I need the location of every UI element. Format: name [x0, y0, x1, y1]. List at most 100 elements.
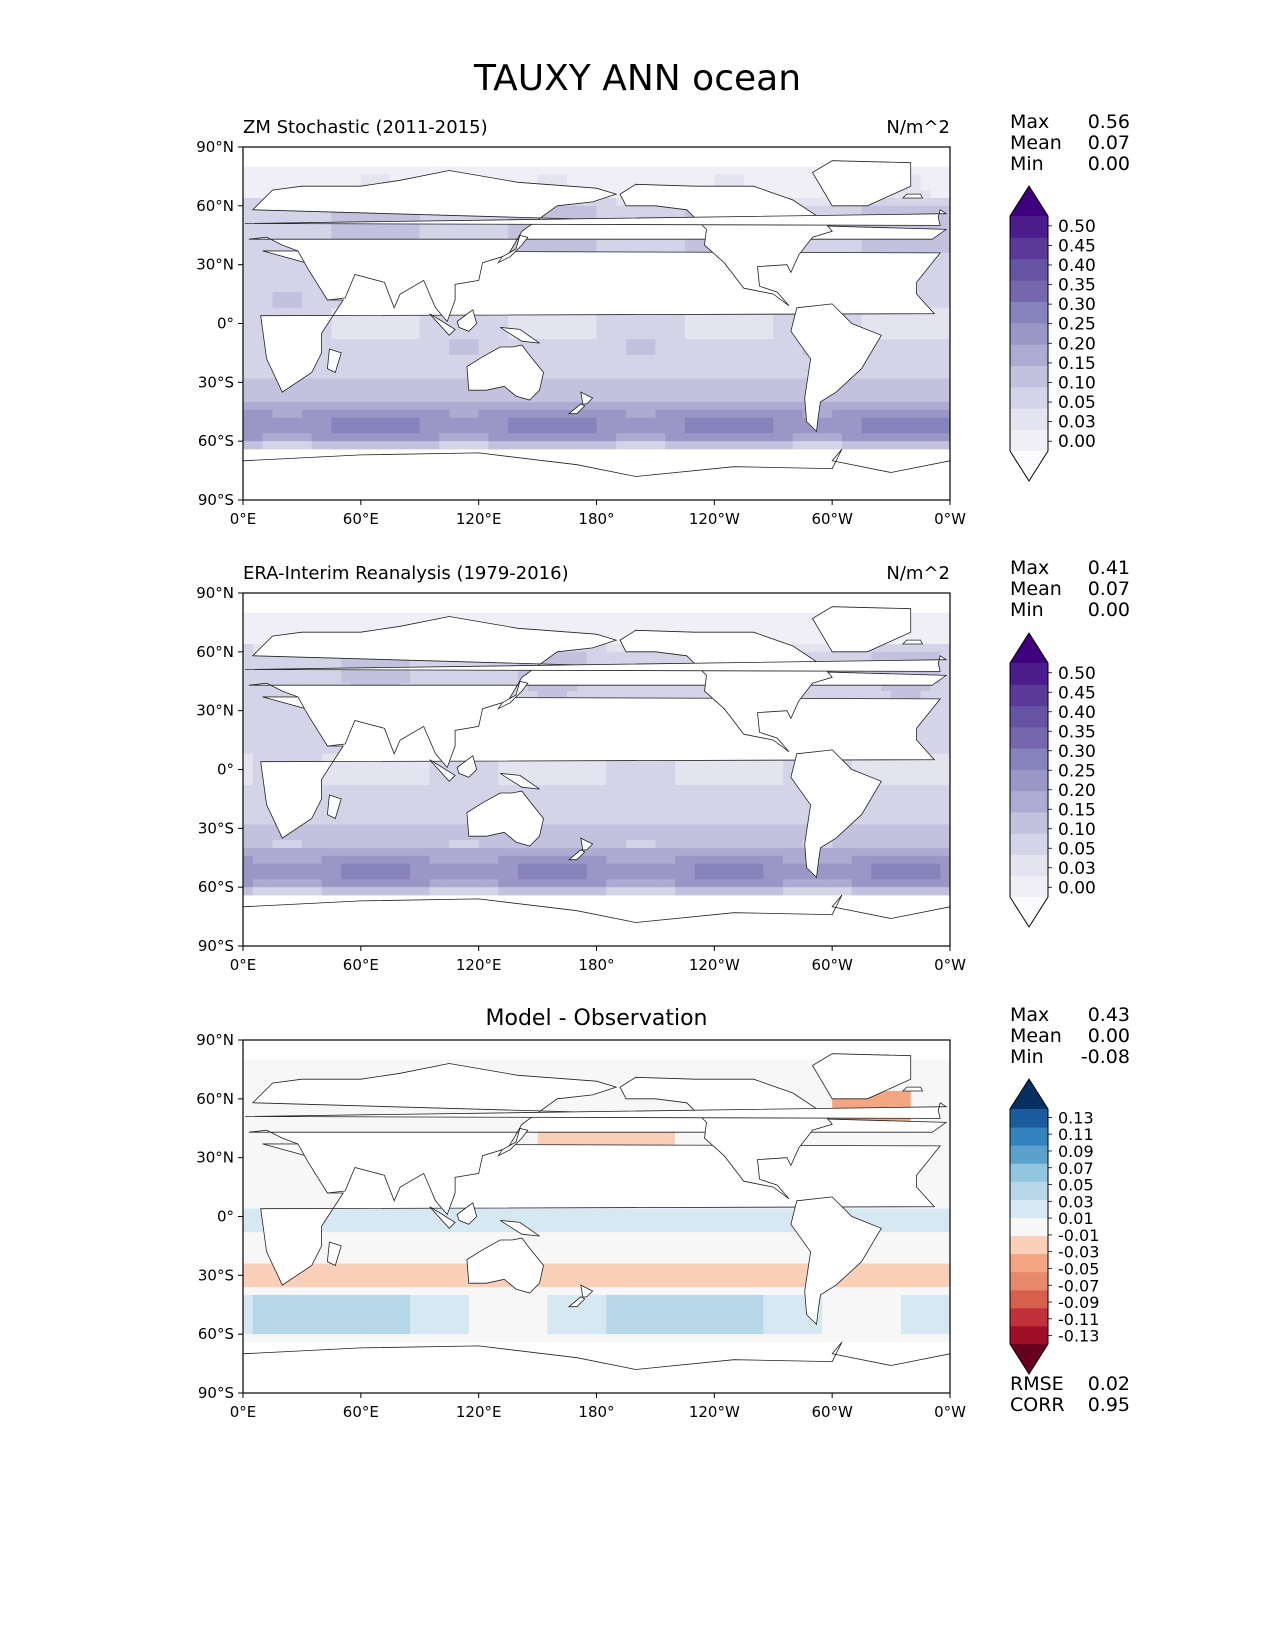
field-cell [243, 730, 254, 739]
field-cell [272, 651, 283, 661]
field-cell [625, 441, 637, 450]
field-cell [498, 221, 509, 230]
figure-title: TAUXY ANN ocean [473, 58, 802, 99]
field-cell [243, 268, 254, 277]
field-cell [665, 205, 676, 215]
field-cell [763, 800, 774, 810]
field-cell [390, 698, 401, 708]
field-cell [920, 753, 931, 763]
field-cell [920, 339, 931, 348]
field-cell [508, 213, 519, 222]
field-cell [272, 378, 283, 387]
field-cell [468, 832, 480, 841]
field-cell [792, 339, 804, 348]
field-cell [272, 667, 283, 676]
field-cell [576, 362, 588, 371]
field-cell [351, 166, 362, 175]
field-cell [262, 213, 273, 222]
field-cell [635, 855, 646, 865]
field-cell [321, 307, 332, 317]
field-cell [881, 370, 892, 379]
field-cell [910, 260, 921, 269]
field-cell [920, 769, 931, 778]
field-cell [243, 260, 254, 269]
field-cell [527, 354, 538, 364]
field-cell [488, 612, 499, 621]
field-cell [576, 354, 588, 364]
field-cell [940, 354, 950, 364]
field-cell [419, 769, 430, 778]
field-cell [419, 816, 430, 825]
field-cell [262, 182, 273, 191]
field-cell [508, 769, 519, 778]
field-cell [616, 362, 627, 371]
field-cell [557, 315, 568, 324]
field-cell [272, 307, 283, 317]
field-cell [547, 832, 558, 841]
field-cell [576, 221, 588, 230]
field-cell [331, 307, 342, 317]
field-cell [498, 354, 509, 364]
field-cell [321, 331, 332, 340]
field-cell [262, 722, 273, 731]
field-cell [537, 197, 548, 207]
field-cell [861, 417, 872, 426]
field-cell [586, 620, 597, 629]
field-cell [684, 331, 696, 340]
field-cell [694, 347, 705, 356]
field-cell [635, 675, 646, 684]
colorbar-segment [1010, 429, 1048, 452]
field-cell [861, 229, 872, 238]
field-cell [822, 299, 833, 309]
field-cell [851, 401, 863, 411]
field-cell [272, 659, 283, 668]
field-cell [694, 323, 705, 332]
field-cell [517, 691, 529, 700]
field-cell [940, 409, 950, 419]
field-cell [390, 245, 401, 254]
field-cell [390, 323, 401, 332]
field-cell [547, 722, 558, 731]
field-cell [783, 386, 794, 395]
field-cell [841, 620, 853, 629]
field-cell [802, 370, 813, 379]
field-cell [527, 824, 538, 833]
field-cell [301, 855, 313, 865]
field-cell [891, 284, 902, 293]
field-cell [684, 832, 696, 841]
field-cell [459, 832, 470, 841]
field-cell [488, 659, 499, 668]
field-cell [832, 855, 843, 865]
field-cell [871, 197, 882, 207]
field-cell [311, 753, 322, 763]
field-cell [645, 706, 656, 715]
field-cell [596, 401, 607, 411]
field-cell [380, 299, 391, 309]
field-cell [400, 753, 411, 763]
field-cell [675, 832, 686, 841]
field-cell [468, 378, 480, 387]
field-cell [429, 706, 440, 715]
field-cell [311, 620, 322, 629]
field-cell [351, 691, 362, 700]
field-cell [351, 683, 362, 692]
field-cell [282, 832, 293, 841]
field-cell [733, 698, 745, 708]
field-cell [684, 268, 696, 277]
field-cell [429, 292, 440, 301]
field-cell [684, 370, 696, 379]
field-cell [724, 386, 735, 395]
field-cell [272, 620, 283, 629]
field-cell [567, 691, 578, 700]
field-cell [360, 628, 372, 637]
field-cell [409, 347, 421, 356]
field-cell [351, 651, 362, 661]
field-cell [655, 260, 666, 269]
field-cell [861, 221, 872, 230]
field-cell [360, 260, 372, 269]
field-cell [272, 370, 283, 379]
field-cell [861, 425, 872, 434]
field-cell [360, 433, 372, 442]
field-cell [468, 182, 480, 191]
field-cell [292, 683, 303, 692]
